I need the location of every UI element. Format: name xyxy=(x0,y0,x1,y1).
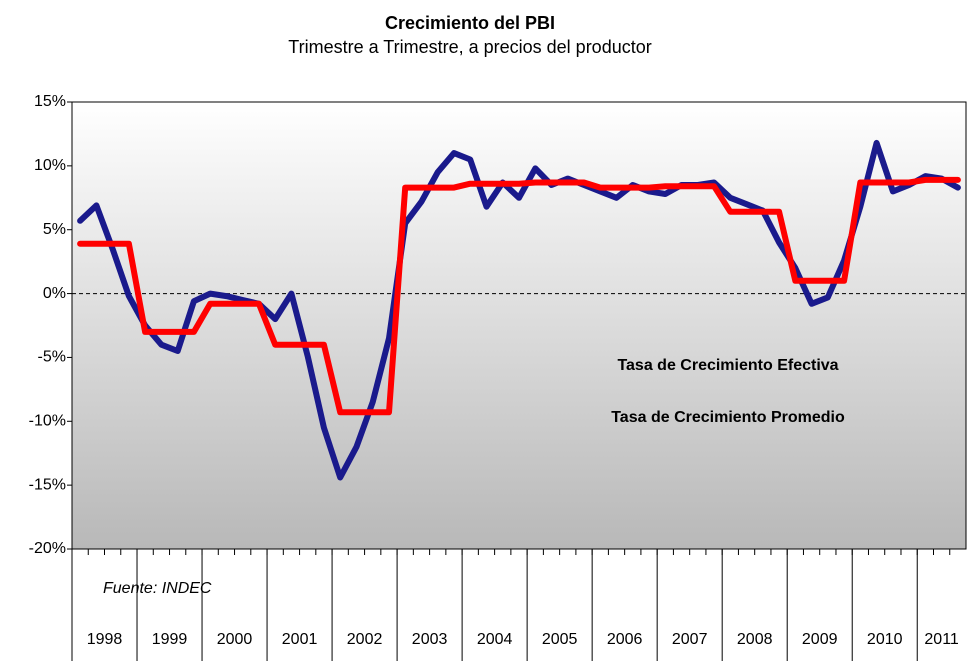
x-group-label: 2005 xyxy=(542,631,578,648)
y-tick-label: 5% xyxy=(43,221,66,238)
x-group-label: 1998 xyxy=(87,631,123,648)
plot-area xyxy=(71,101,967,550)
x-group-label: 2001 xyxy=(282,631,318,648)
x-group-label: 2003 xyxy=(412,631,448,648)
x-group-label: 2000 xyxy=(217,631,253,648)
x-group-label: 2007 xyxy=(672,631,708,648)
y-tick-label: -20% xyxy=(29,540,66,557)
y-tick-label: -15% xyxy=(29,476,66,493)
x-group-label: 2008 xyxy=(737,631,773,648)
source-note: Fuente: INDEC xyxy=(103,580,212,597)
x-group-label: 2009 xyxy=(802,631,838,648)
y-tick-label: -10% xyxy=(29,413,66,430)
x-group-label: 2002 xyxy=(347,631,383,648)
y-tick-label: 10% xyxy=(34,157,66,174)
x-group-label: 2011 xyxy=(924,631,959,648)
x-group-label: 2006 xyxy=(607,631,643,648)
y-tick-label: 15% xyxy=(34,93,66,110)
chart-subtitle: Trimestre a Trimestre, a precios del pro… xyxy=(288,37,651,57)
legend-label: Tasa de Crecimiento Promedio xyxy=(611,409,845,426)
legend-label: Tasa de Crecimiento Efectiva xyxy=(617,357,838,374)
x-group-label: 1999 xyxy=(152,631,188,648)
y-tick-label: -5% xyxy=(38,349,66,366)
chart-title: Crecimiento del PBI xyxy=(385,13,555,33)
series-line xyxy=(77,176,961,416)
series-line xyxy=(77,139,961,481)
x-group-label: 2010 xyxy=(867,631,903,648)
y-tick-label: 0% xyxy=(43,285,66,302)
x-group-label: 2004 xyxy=(477,631,513,648)
